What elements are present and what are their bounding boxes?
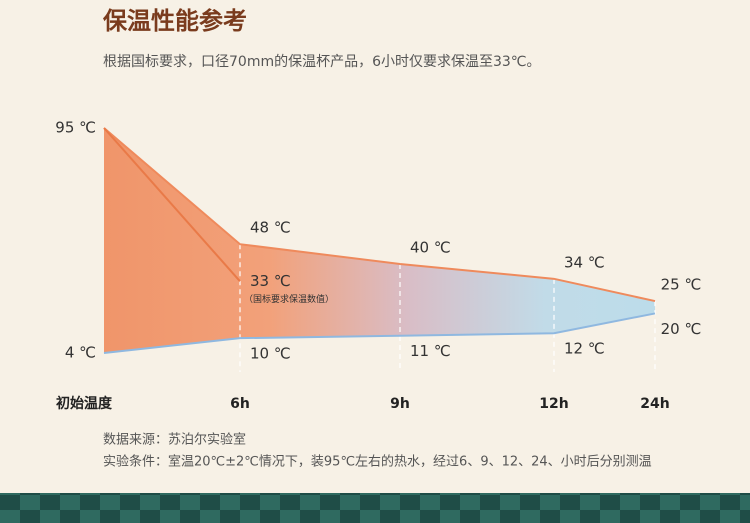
value-label: 48 ℃ xyxy=(250,219,291,237)
x-tick-label: 24h xyxy=(640,396,669,412)
x-tick-label: 9h xyxy=(390,396,410,412)
value-label: 25 ℃ xyxy=(661,276,702,294)
annotation: （国标要求保温数值） xyxy=(244,293,334,305)
line xyxy=(103,127,241,282)
value-label: 40 ℃ xyxy=(410,238,451,256)
x-tick-label: 初始温度 xyxy=(56,395,113,412)
subtitle: 根据国标要求，口径70mm的保温杯产品，6小时仅要求保温至33℃。 xyxy=(103,54,541,70)
value-label: 95 ℃ xyxy=(55,119,96,137)
value-label: 33 ℃ xyxy=(250,272,291,290)
note: 实验条件：室温20℃±2℃情况下，装95℃左右的热水，经过6、9、12、24、小… xyxy=(103,454,652,470)
value-label: 34 ℃ xyxy=(564,253,605,271)
value-label: 12 ℃ xyxy=(564,340,605,358)
value-label: 11 ℃ xyxy=(410,342,451,360)
value-label: 10 ℃ xyxy=(250,345,291,363)
area-fill xyxy=(104,128,655,353)
note: 数据来源：苏泊尔实验室 xyxy=(103,432,246,448)
title: 保温性能参考 xyxy=(102,7,247,35)
value-label: 4 ℃ xyxy=(65,344,96,362)
x-tick-label: 6h xyxy=(230,396,250,412)
decor-band xyxy=(0,493,750,523)
line xyxy=(103,312,656,354)
x-tick-label: 12h xyxy=(539,396,568,412)
line xyxy=(103,127,656,303)
value-label: 20 ℃ xyxy=(661,320,702,338)
